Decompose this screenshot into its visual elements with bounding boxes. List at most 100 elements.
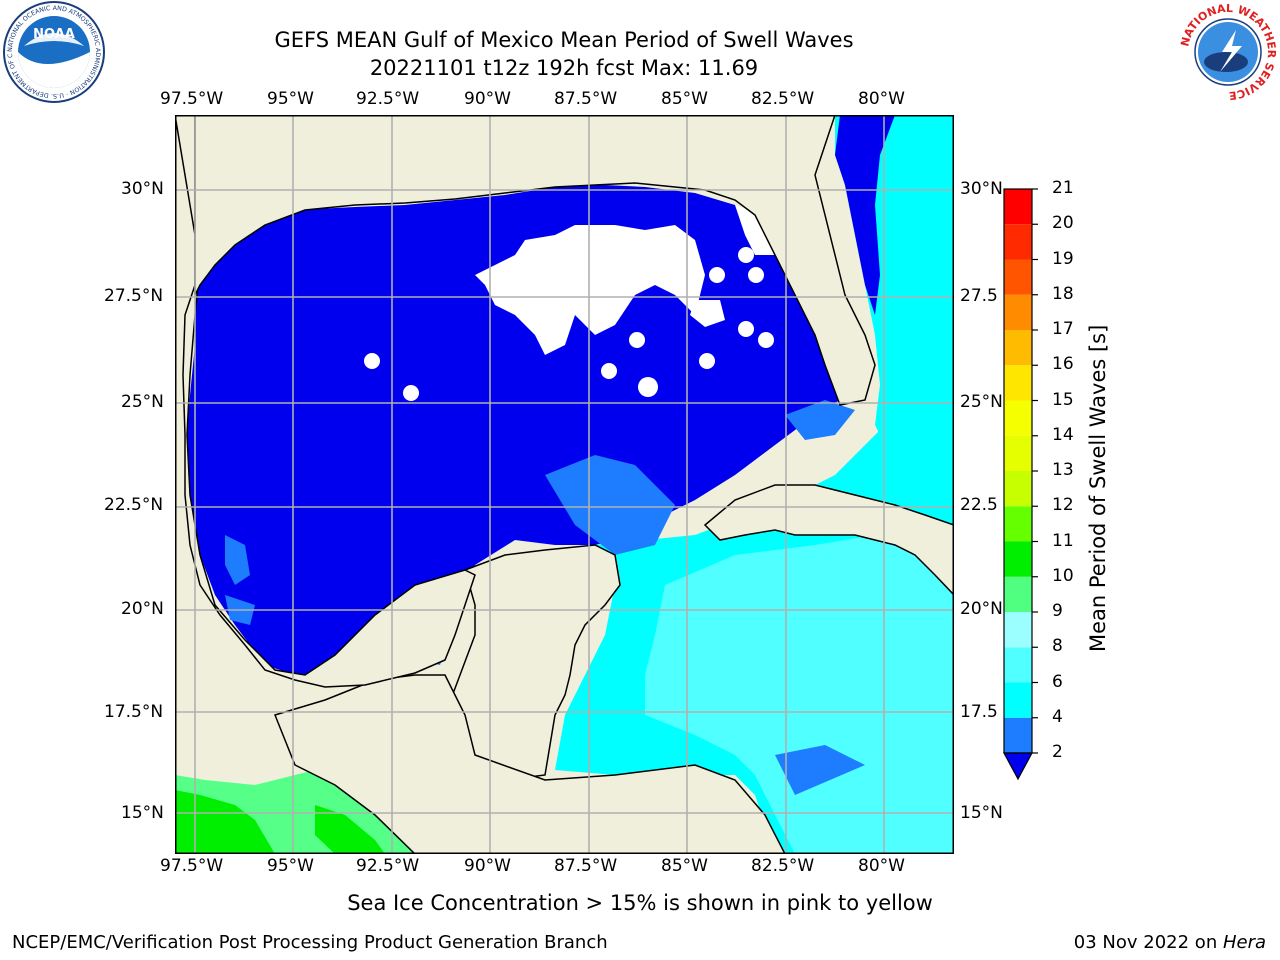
lon-label-top: 85°W bbox=[661, 89, 708, 109]
gulf-white-dot-8 bbox=[758, 332, 774, 348]
colorbar bbox=[1002, 188, 1038, 781]
machine-name: Hera bbox=[1222, 932, 1266, 953]
atlantic-blue bbox=[835, 115, 895, 315]
lon-label-bottom: 85°W bbox=[661, 856, 708, 876]
lat-label-right: 25°N bbox=[960, 392, 1003, 412]
lat-label-left: 22.5°N bbox=[104, 495, 164, 515]
colorbar-tick-label: 4 bbox=[1052, 706, 1063, 727]
colorbar-tick-label: 21 bbox=[1052, 178, 1074, 198]
colorbar-segment bbox=[1004, 435, 1032, 471]
lat-label-left: 30°N bbox=[121, 179, 164, 199]
colorbar-tick-label: 11 bbox=[1052, 530, 1074, 551]
lon-label-top: 92.5°W bbox=[356, 89, 420, 109]
us-land bbox=[175, 115, 876, 406]
colorbar-tick-label: 13 bbox=[1052, 460, 1074, 480]
lon-label-top: 82.5°W bbox=[751, 89, 815, 109]
gulf-white-dot-11 bbox=[709, 267, 725, 283]
pacific-green-2 bbox=[315, 805, 385, 854]
lon-label-bottom: 92.5°W bbox=[356, 856, 420, 876]
gulf-white-dot-4 bbox=[601, 363, 617, 379]
colorbar-segment bbox=[1004, 189, 1032, 225]
gulf-white-dot-3 bbox=[629, 332, 645, 348]
chart-subtitle: 20221101 t12z 192h fcst Max: 11.69 bbox=[369, 56, 759, 80]
colorbar-segment bbox=[1004, 259, 1032, 295]
lat-label-right: 22.5 bbox=[960, 495, 998, 515]
noaa-logo: NOAA NATIONAL OCEANIC AND ATMOSPHERIC AD… bbox=[2, 0, 105, 103]
lon-label-top: 97.5°W bbox=[160, 89, 224, 109]
mexico-land bbox=[175, 115, 476, 688]
lon-label-bottom: 80°W bbox=[858, 856, 905, 876]
colorbar-segment bbox=[1004, 717, 1032, 753]
colorbar-tick-label: 15 bbox=[1052, 389, 1074, 410]
colorbar-segment bbox=[1004, 294, 1032, 330]
gulf-white-dot-7 bbox=[738, 321, 754, 337]
gulf-white-dot-1 bbox=[364, 353, 380, 369]
central-america-land bbox=[273, 674, 786, 854]
gulf-mid-blue-3 bbox=[225, 535, 250, 585]
gulf-white-dot-9 bbox=[738, 247, 754, 263]
lon-label-bottom: 90°W bbox=[464, 856, 511, 876]
colorbar-tick-label: 18 bbox=[1052, 283, 1074, 304]
colorbar-segment bbox=[1004, 224, 1032, 260]
map-panel bbox=[175, 115, 954, 854]
colorbar-tick-label: 10 bbox=[1052, 565, 1074, 586]
colorbar-segment bbox=[1004, 506, 1032, 542]
gulf-mid-blue-5 bbox=[785, 400, 855, 440]
lat-label-right: 15°N bbox=[960, 803, 1003, 823]
lat-label-right: 17.5 bbox=[960, 702, 998, 722]
gulf-white-dot-2 bbox=[403, 385, 419, 401]
yucatan-land bbox=[444, 544, 621, 781]
colorbar-segment bbox=[1004, 647, 1032, 683]
gulf-white-patch-3 bbox=[690, 300, 725, 327]
colorbar-segment bbox=[1004, 471, 1032, 507]
colorbar-segment bbox=[1004, 400, 1032, 436]
colorbar-segment bbox=[1004, 541, 1032, 577]
lat-label-left: 25°N bbox=[121, 392, 164, 412]
cuba-land bbox=[703, 484, 954, 597]
lon-label-top: 87.5°W bbox=[554, 89, 618, 109]
nws-logo: NATIONAL WEATHER SERVICE bbox=[1178, 2, 1278, 102]
colorbar-tick-label: 19 bbox=[1052, 248, 1074, 269]
run-date-text: 03 Nov 2022 on bbox=[1073, 932, 1223, 953]
gulf-deep-blue bbox=[185, 185, 840, 685]
lon-label-top: 95°W bbox=[267, 89, 314, 109]
lat-label-left: 15°N bbox=[121, 803, 164, 823]
colorbar-tick-label: 8 bbox=[1052, 636, 1063, 657]
colorbar-tick-label: 12 bbox=[1052, 495, 1074, 516]
noaa-logo-text: NOAA bbox=[33, 27, 75, 42]
colorbar-segment bbox=[1004, 576, 1032, 612]
colorbar-segment bbox=[1004, 612, 1032, 648]
lat-label-right: 30°N bbox=[960, 179, 1003, 199]
lat-label-left: 17.5°N bbox=[104, 702, 164, 722]
lat-label-left: 27.5°N bbox=[104, 286, 164, 306]
graticule bbox=[175, 115, 954, 854]
chart-title: GEFS MEAN Gulf of Mexico Mean Period of … bbox=[274, 28, 854, 52]
colorbar-segment bbox=[1004, 682, 1032, 718]
colorbar-tick-label: 20 bbox=[1052, 213, 1074, 234]
sea-ice-note: Sea Ice Concentration > 15% is shown in … bbox=[347, 891, 933, 915]
gulf-mid-blue-1 bbox=[545, 455, 675, 555]
lat-label-left: 20°N bbox=[121, 599, 164, 619]
lon-label-bottom: 95°W bbox=[267, 856, 314, 876]
colorbar-extension bbox=[1002, 752, 1034, 781]
caribbean-blue-strip bbox=[775, 745, 865, 795]
colorbar-title: Mean Period of Swell Waves [s] bbox=[1086, 324, 1110, 652]
colorbar-segment bbox=[1004, 330, 1032, 366]
lat-label-right: 27.5 bbox=[960, 286, 998, 306]
lon-label-top: 80°W bbox=[858, 89, 905, 109]
lon-label-bottom: 82.5°W bbox=[751, 856, 815, 876]
lon-label-top: 90°W bbox=[464, 89, 511, 109]
gulf-white-dot-6 bbox=[699, 353, 715, 369]
colorbar-tick-label: 9 bbox=[1052, 601, 1063, 621]
colorbar-tick-label: 2 bbox=[1052, 742, 1063, 762]
run-date: 03 Nov 2022 on Hera bbox=[1074, 932, 1266, 953]
gulf-white-patch-1 bbox=[475, 225, 705, 355]
gulf-white-dot-5 bbox=[638, 377, 658, 397]
caribbean-lightcyan bbox=[645, 535, 954, 854]
lon-label-bottom: 87.5°W bbox=[554, 856, 618, 876]
producer-credit: NCEP/EMC/Verification Post Processing Pr… bbox=[12, 932, 608, 953]
gulf-white-dot-10 bbox=[748, 267, 764, 283]
lat-label-right: 20°N bbox=[960, 599, 1003, 619]
colorbar-segment bbox=[1004, 365, 1032, 401]
colorbar-tick-label: 6 bbox=[1052, 671, 1063, 692]
